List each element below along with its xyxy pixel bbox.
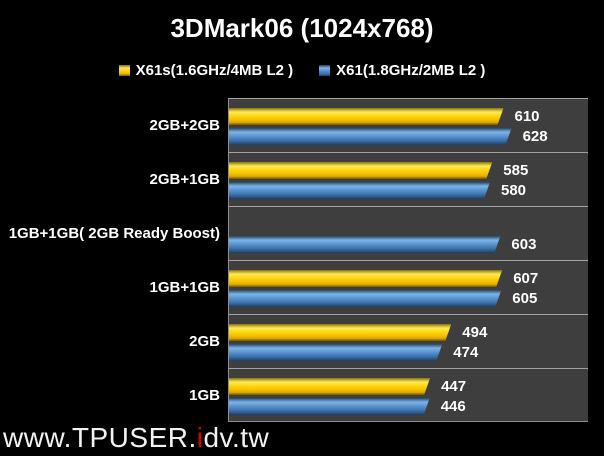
legend-item-x61: X61(1.8GHz/2MB L2 ) [319, 62, 485, 79]
legend-item-x61s: X61s(1.6GHz/4MB L2 ) [118, 62, 294, 79]
legend: X61s(1.6GHz/4MB L2 ) X61(1.8GHz/2MB L2 ) [0, 62, 604, 79]
value-label: 447 [441, 378, 467, 395]
value-label: 494 [462, 324, 488, 341]
bar-x61s-yellow [229, 270, 502, 287]
watermark-prefix: www.TPUSER. [3, 422, 197, 453]
chart-row: 1GB+1GB 607 605 [0, 260, 604, 314]
bar-x61s-yellow [229, 324, 451, 341]
chart-row: 2GB 494 474 [0, 314, 604, 368]
chart-title: 3DMark06 (1024x768) [170, 13, 434, 43]
watermark-highlight: i [196, 422, 204, 453]
chart-row: 2GB+2GB 610 628 [0, 98, 604, 152]
plot-band: 610 628 [228, 98, 588, 152]
bar-x61-blue [229, 236, 500, 253]
watermark-suffix: dv.tw [203, 422, 270, 453]
plot-band: 447 446 [228, 368, 588, 422]
bar-x61-blue [229, 128, 512, 145]
legend-label-x61: X61(1.8GHz/2MB L2 ) [336, 62, 486, 79]
value-label: 585 [503, 162, 529, 179]
chart-row: 1GB 447 446 [0, 368, 604, 422]
category-label: 2GB+1GB [149, 170, 220, 188]
category-label: 2GB [189, 332, 220, 350]
category-label: 1GB+1GB( 2GB Ready Boost) [8, 224, 220, 242]
legend-swatch-yellow-icon [118, 65, 130, 76]
value-label: 605 [512, 290, 538, 307]
value-label: 603 [511, 236, 537, 253]
category-label: 1GB+1GB [149, 278, 220, 296]
bar-x61s-yellow [229, 378, 430, 395]
bar-chart: 2GB+2GB 610 628 2GB+1GB 585 580 1GB+1GB( 2GB R… [0, 98, 604, 422]
value-label: 446 [440, 398, 466, 415]
bar-x61-blue [229, 344, 442, 361]
bar-x61-blue [229, 290, 501, 307]
chart-row: 2GB+1GB 585 580 [0, 152, 604, 206]
value-label: 474 [453, 344, 479, 361]
bar-x61s-yellow [229, 162, 492, 179]
category-label: 1GB [189, 386, 220, 404]
bar-x61s-yellow [229, 108, 504, 125]
bar-x61-blue [229, 398, 430, 415]
value-label: 610 [514, 108, 540, 125]
legend-swatch-blue-icon [319, 65, 331, 76]
plot-band: 603 [228, 206, 588, 260]
value-label: 580 [501, 182, 527, 199]
plot-band: 585 580 [228, 152, 588, 206]
value-label: 628 [522, 128, 548, 145]
plot-band: 494 474 [228, 314, 588, 368]
category-label: 2GB+2GB [149, 116, 220, 134]
bar-x61-blue [229, 182, 490, 199]
plot-band: 607 605 [228, 260, 588, 314]
value-label: 607 [513, 270, 539, 287]
chart-row: 1GB+1GB( 2GB Ready Boost) 603 [0, 206, 604, 260]
watermark: www.TPUSER.idv.tw [3, 422, 269, 454]
legend-label-x61s: X61s(1.6GHz/4MB L2 ) [135, 62, 294, 79]
